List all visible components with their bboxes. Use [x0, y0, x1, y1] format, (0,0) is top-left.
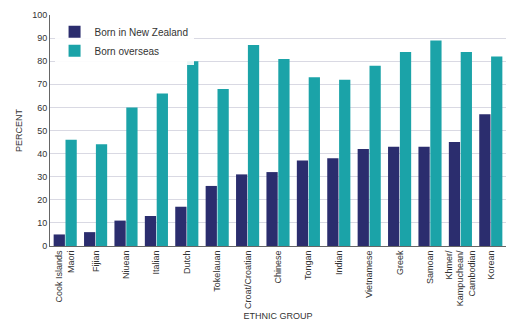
svg-text:Korean: Korean: [486, 251, 496, 280]
svg-text:Born overseas: Born overseas: [95, 46, 159, 57]
svg-text:60: 60: [37, 103, 47, 113]
svg-text:20: 20: [37, 195, 47, 205]
svg-text:Dutch: Dutch: [182, 251, 192, 275]
svg-text:Born in New Zealand: Born in New Zealand: [95, 27, 188, 38]
svg-text:Khmer/Kampuchean/Cambodian: Khmer/Kampuchean/Cambodian: [444, 250, 477, 306]
svg-text:Tongan: Tongan: [303, 251, 313, 281]
svg-text:80: 80: [37, 56, 47, 66]
svg-text:PERCENT: PERCENT: [14, 109, 24, 153]
svg-text:Indian: Indian: [334, 251, 344, 276]
svg-text:Italian: Italian: [151, 251, 161, 275]
svg-text:90: 90: [37, 33, 47, 43]
svg-text:30: 30: [37, 172, 47, 182]
svg-text:Samoan: Samoan: [425, 251, 435, 285]
svg-text:Cook IslandsMaori: Cook IslandsMaori: [54, 250, 76, 303]
svg-text:Greek: Greek: [395, 250, 405, 275]
svg-text:Tokelauan: Tokelauan: [212, 251, 222, 292]
svg-text:Niuean: Niuean: [121, 251, 131, 280]
svg-text:Vietnamese: Vietnamese: [364, 251, 374, 298]
svg-text:Fijian: Fijian: [91, 251, 101, 273]
svg-text:100: 100: [32, 10, 47, 20]
svg-text:ETHNIC GROUP: ETHNIC GROUP: [243, 311, 312, 321]
svg-text:Chinese: Chinese: [273, 251, 283, 284]
svg-text:70: 70: [37, 79, 47, 89]
svg-text:10: 10: [37, 218, 47, 228]
svg-text:Croat/Croatian: Croat/Croatian: [243, 251, 253, 310]
svg-text:50: 50: [37, 126, 47, 136]
svg-text:0: 0: [42, 241, 47, 251]
svg-text:40: 40: [37, 149, 47, 159]
